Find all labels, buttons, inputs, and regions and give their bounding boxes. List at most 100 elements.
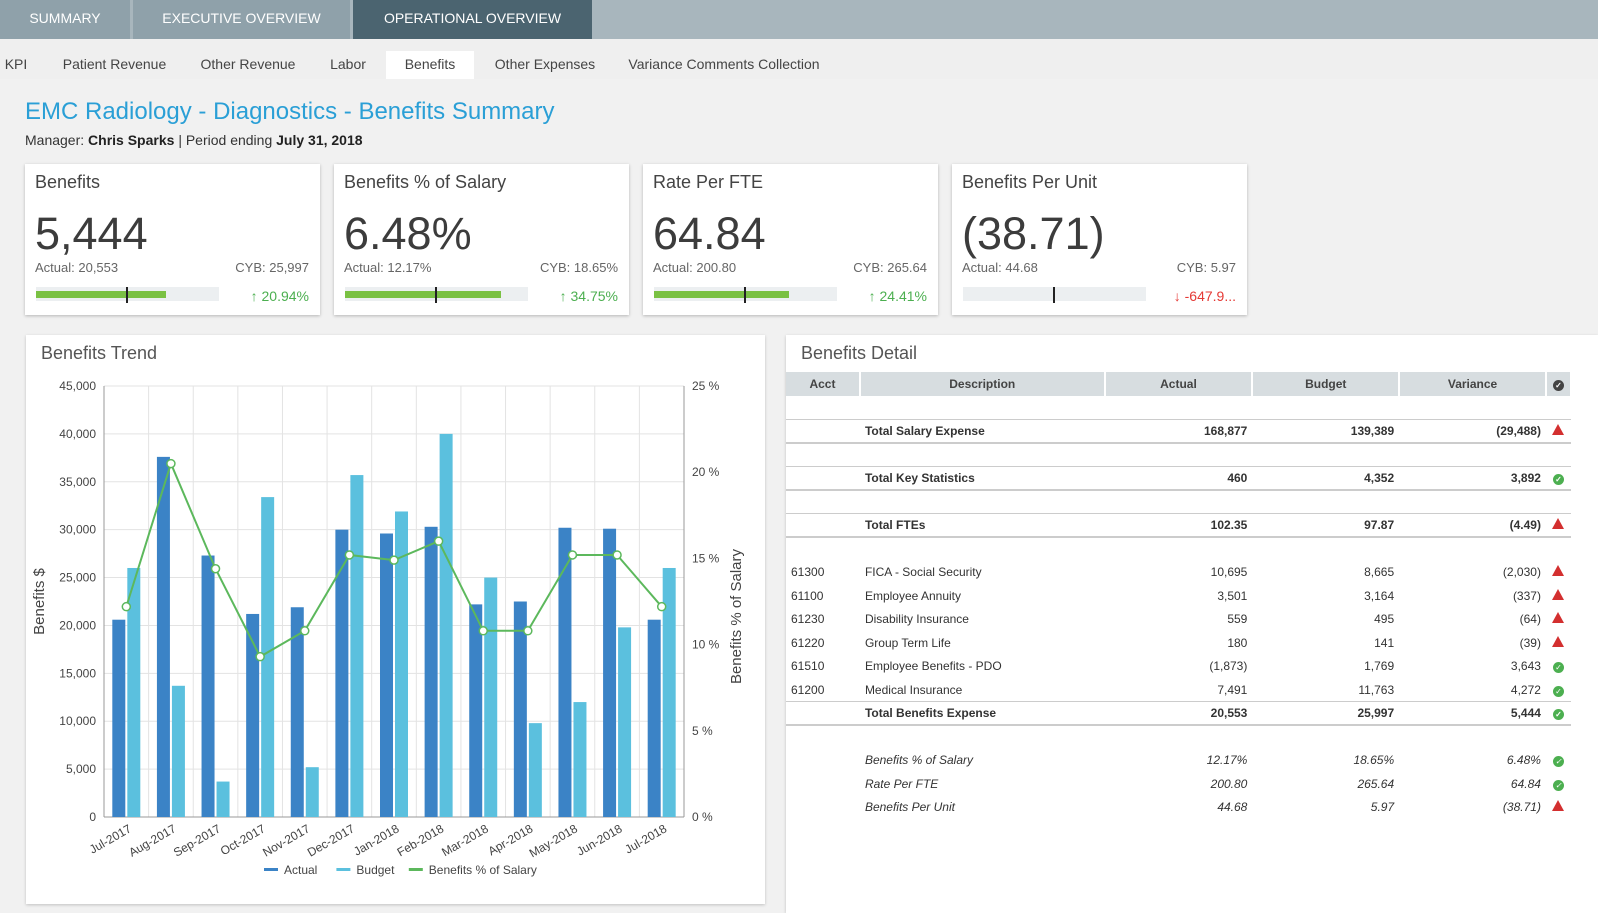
- desc-cell: FICA - Social Security: [864, 565, 982, 580]
- kpi-target-marker: [743, 287, 746, 303]
- x-tick-label: Jul-2018: [622, 821, 669, 856]
- budget-cell: 5.97: [1370, 800, 1395, 815]
- bar-actual: [335, 529, 349, 817]
- subtab-benefits[interactable]: Benefits: [386, 51, 474, 79]
- acct-cell: [786, 419, 860, 444]
- legend-label: Budget: [356, 863, 395, 877]
- column-header[interactable]: Acct: [786, 372, 861, 396]
- x-tick-label: Jul-2017: [87, 821, 134, 856]
- legend-swatch: [264, 868, 278, 871]
- x-tick-label: Sep-2017: [171, 821, 223, 859]
- kpi-change-value: -647.9...: [1184, 288, 1236, 304]
- budget-cell: 495: [1374, 612, 1395, 627]
- kpi-card: Benefits % of Salary 6.48% Actual: 12.17% C…: [334, 164, 629, 315]
- column-header[interactable]: Actual: [1104, 372, 1254, 396]
- kpi-change-value: 24.41%: [879, 288, 927, 304]
- kpi-cyb: CYB: 5.97: [1176, 260, 1236, 275]
- y-tick-label: 30,000: [59, 523, 96, 537]
- x-tick-label: Aug-2017: [126, 821, 178, 859]
- actual-cell: (1,873): [1209, 659, 1248, 674]
- y2-tick-label: 5 %: [692, 724, 713, 738]
- subtab-variance-comments[interactable]: Variance Comments Collection: [628, 56, 820, 72]
- subtab-patient-revenue[interactable]: Patient Revenue: [62, 56, 167, 72]
- x-tick-label: Jan-2018: [351, 821, 402, 858]
- desc-cell: Group Term Life: [864, 635, 951, 650]
- kpi-target-marker: [1052, 287, 1055, 303]
- y2-tick-label: 15 %: [692, 551, 720, 565]
- budget-cell: 18.65%: [1353, 753, 1395, 768]
- desc-cell: Medical Insurance: [864, 682, 963, 697]
- y-tick-label: 45,000: [59, 379, 96, 393]
- table-row: Benefits Per Unit 44.68 5.97 (38.71): [786, 796, 1571, 820]
- kpi-value: 6.48%: [344, 208, 472, 259]
- status-cell: [1546, 608, 1571, 632]
- line-point: [255, 651, 265, 662]
- status-cell: [1546, 796, 1571, 820]
- acct-cell: [786, 701, 860, 726]
- top-nav: SUMMARY EXECUTIVE OVERVIEW OPERATIONAL O…: [0, 0, 1598, 39]
- column-header[interactable]: Budget: [1252, 372, 1401, 396]
- table-row: [786, 396, 1571, 420]
- bar-actual: [290, 607, 304, 817]
- kpi-title: Rate Per FTE: [653, 172, 764, 192]
- bar-budget: [127, 567, 141, 817]
- bar-actual: [513, 601, 527, 817]
- budget-cell: 97.87: [1252, 513, 1400, 538]
- kpi-change-value: 20.94%: [261, 288, 309, 304]
- benefits-trend-chart: 0 5,000 10,000 15,000 20,000 25,000 30,000 35,0…: [31, 379, 745, 877]
- status-column-header: ✓: [1545, 372, 1573, 396]
- kpi-progress-bar: [36, 287, 219, 303]
- y-tick-label: 25,000: [59, 571, 96, 585]
- variance-cell: 3,892: [1399, 466, 1546, 491]
- bar-budget: [395, 511, 408, 817]
- budget-cell: 265.64: [1357, 776, 1395, 791]
- kpi-progress-fill: [345, 291, 501, 298]
- period-label: | Period ending: [178, 132, 273, 148]
- subtab-other-revenue[interactable]: Other Revenue: [200, 56, 296, 72]
- variance-cell: (29,488): [1399, 419, 1546, 444]
- subtab-kpi[interactable]: KPI: [4, 56, 28, 72]
- kpi-cyb: CYB: 18.65%: [539, 260, 618, 275]
- arrow-down-icon: ↓: [1173, 288, 1181, 304]
- bar-actual: [246, 613, 260, 817]
- status-cell: [1545, 419, 1571, 444]
- tab-operational-overview[interactable]: OPERATIONAL OVERVIEW: [353, 0, 592, 39]
- kpi-actual: Actual: 44.68: [962, 260, 1038, 275]
- actual-cell: 559: [1227, 612, 1248, 627]
- acct-cell: 61300: [791, 565, 825, 580]
- warning-icon: [1552, 800, 1565, 812]
- subtab-labor[interactable]: Labor: [330, 56, 366, 72]
- line-point: [656, 601, 667, 612]
- y2-tick-label: 0 %: [692, 810, 713, 824]
- tab-executive-overview[interactable]: EXECUTIVE OVERVIEW: [133, 0, 350, 39]
- legend-swatch: [408, 868, 423, 871]
- spacer-cell: [786, 396, 1571, 420]
- column-header[interactable]: Variance: [1399, 372, 1547, 396]
- variance-cell: 3,643: [1510, 659, 1541, 674]
- table-row: Total Salary Expense 168,877 139,389 (29,48…: [786, 419, 1571, 444]
- benefits-detail-table: Acct Description Actual Budget Variance ✓ Tot…: [786, 372, 1573, 820]
- variance-cell: 4,272: [1510, 682, 1541, 697]
- subtab-other-expenses[interactable]: Other Expenses: [494, 56, 596, 72]
- y-tick-label: 40,000: [59, 427, 96, 441]
- line-point: [478, 626, 488, 636]
- bar-budget: [350, 475, 364, 817]
- column-header[interactable]: Description: [859, 372, 1106, 396]
- legend-label: Benefits % of Salary: [429, 863, 537, 877]
- bar-actual: [380, 533, 393, 817]
- kpi-card: Rate Per FTE 64.84 Actual: 200.80 CYB: 265.…: [643, 164, 938, 315]
- budget-cell: 25,997: [1252, 701, 1400, 726]
- desc-cell: Total Benefits Expense: [859, 701, 1105, 726]
- budget-cell: 1,769: [1364, 659, 1395, 674]
- line-point: [344, 550, 355, 560]
- y-axis-label: Benefits $: [31, 567, 48, 634]
- check-circle-icon: ✓: [1552, 662, 1564, 674]
- bar-budget: [216, 781, 230, 817]
- actual-cell: 200.80: [1210, 776, 1248, 791]
- check-circle-icon: ✓: [1552, 474, 1564, 485]
- y2-tick-label: 20 %: [692, 465, 720, 479]
- bar-budget: [573, 702, 587, 817]
- status-cell: [1545, 513, 1571, 538]
- variance-cell: 6.48%: [1506, 753, 1541, 768]
- tab-summary[interactable]: SUMMARY: [0, 0, 130, 39]
